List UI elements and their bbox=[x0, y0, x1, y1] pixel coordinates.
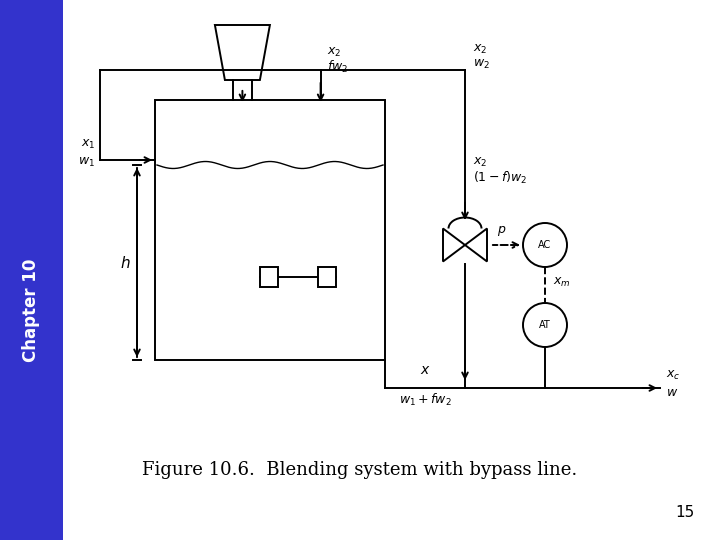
Text: $x_c$: $x_c$ bbox=[666, 369, 680, 382]
Circle shape bbox=[523, 223, 567, 267]
Bar bbox=[155, 100, 385, 360]
Polygon shape bbox=[215, 25, 270, 80]
Bar bbox=[260, 267, 278, 287]
Text: $w_1$: $w_1$ bbox=[78, 156, 95, 168]
Polygon shape bbox=[443, 228, 465, 261]
Text: $fw_2$: $fw_2$ bbox=[327, 59, 348, 75]
Bar bbox=[0, 0, 63, 540]
Text: $(1-f)w_2$: $(1-f)w_2$ bbox=[473, 170, 527, 186]
Text: Figure 10.6.  Blending system with bypass line.: Figure 10.6. Blending system with bypass… bbox=[143, 461, 577, 479]
Text: $x$: $x$ bbox=[420, 363, 431, 377]
Text: AT: AT bbox=[539, 320, 551, 330]
Circle shape bbox=[523, 303, 567, 347]
Text: Chapter 10: Chapter 10 bbox=[22, 258, 40, 362]
Text: $x_1$: $x_1$ bbox=[81, 138, 95, 151]
Text: $w$: $w$ bbox=[666, 386, 678, 399]
Text: $x_2$: $x_2$ bbox=[327, 45, 341, 58]
Text: $p$: $p$ bbox=[497, 224, 506, 238]
Text: $x_2$: $x_2$ bbox=[473, 43, 487, 56]
Text: AC: AC bbox=[539, 240, 552, 250]
Polygon shape bbox=[465, 228, 487, 261]
Text: $x_2$: $x_2$ bbox=[473, 156, 487, 169]
Text: $x_m$: $x_m$ bbox=[553, 276, 571, 289]
Text: $h$: $h$ bbox=[120, 254, 130, 271]
Bar bbox=[318, 267, 336, 287]
Text: $w_1+fw_2$: $w_1+fw_2$ bbox=[399, 392, 451, 408]
Text: $w_2$: $w_2$ bbox=[473, 58, 490, 71]
Text: 15: 15 bbox=[676, 505, 695, 520]
